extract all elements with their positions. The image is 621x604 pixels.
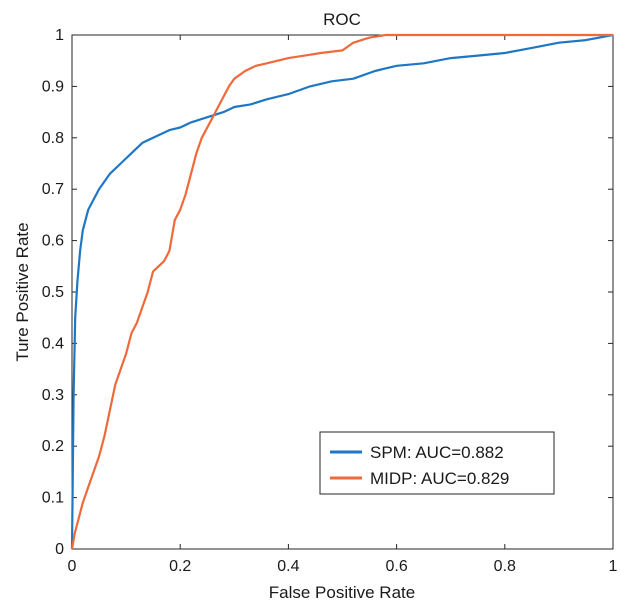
legend: SPM: AUC=0.882 MIDP: AUC=0.829 <box>319 431 555 495</box>
chart-title: ROC <box>323 10 361 29</box>
y-tick-label: 1 <box>55 27 64 44</box>
y-tick-label: 0.7 <box>42 181 64 198</box>
series-lines <box>70 33 614 550</box>
y-tick-label: 0.9 <box>42 78 64 95</box>
y-tick-label: 0.6 <box>42 233 64 250</box>
x-tick-label: 1 <box>609 558 618 575</box>
x-tick-label: 0.6 <box>385 558 407 575</box>
legend-label-spm: SPM: AUC=0.882 <box>370 443 504 462</box>
y-tick-label: 0.8 <box>42 130 64 147</box>
y-tick-label: 0.4 <box>42 335 64 352</box>
y-tick-label: 0.2 <box>42 438 64 455</box>
series-line-0 <box>70 33 614 550</box>
x-axis-label: False Positive Rate <box>269 583 415 602</box>
y-axis-ticks: 0 0.1 0.2 0.3 0.4 0.5 0.6 0.7 0.8 0.9 1 <box>42 27 613 558</box>
y-tick-label: 0.3 <box>42 387 64 404</box>
x-tick-label: 0.8 <box>494 558 516 575</box>
x-tick-label: 0 <box>68 558 77 575</box>
x-tick-label: 0.4 <box>277 558 299 575</box>
y-tick-label: 0.1 <box>42 490 64 507</box>
y-axis-label: Ture Positive Rate <box>13 222 32 361</box>
legend-box <box>319 431 555 495</box>
legend-label-midp: MIDP: AUC=0.829 <box>370 469 509 488</box>
y-tick-label: 0.5 <box>42 284 64 301</box>
y-tick-label: 0 <box>55 541 64 558</box>
x-axis-ticks: 0 0.2 0.4 0.6 0.8 1 <box>68 35 618 575</box>
series-line-1 <box>70 33 613 550</box>
x-tick-label: 0.2 <box>169 558 191 575</box>
